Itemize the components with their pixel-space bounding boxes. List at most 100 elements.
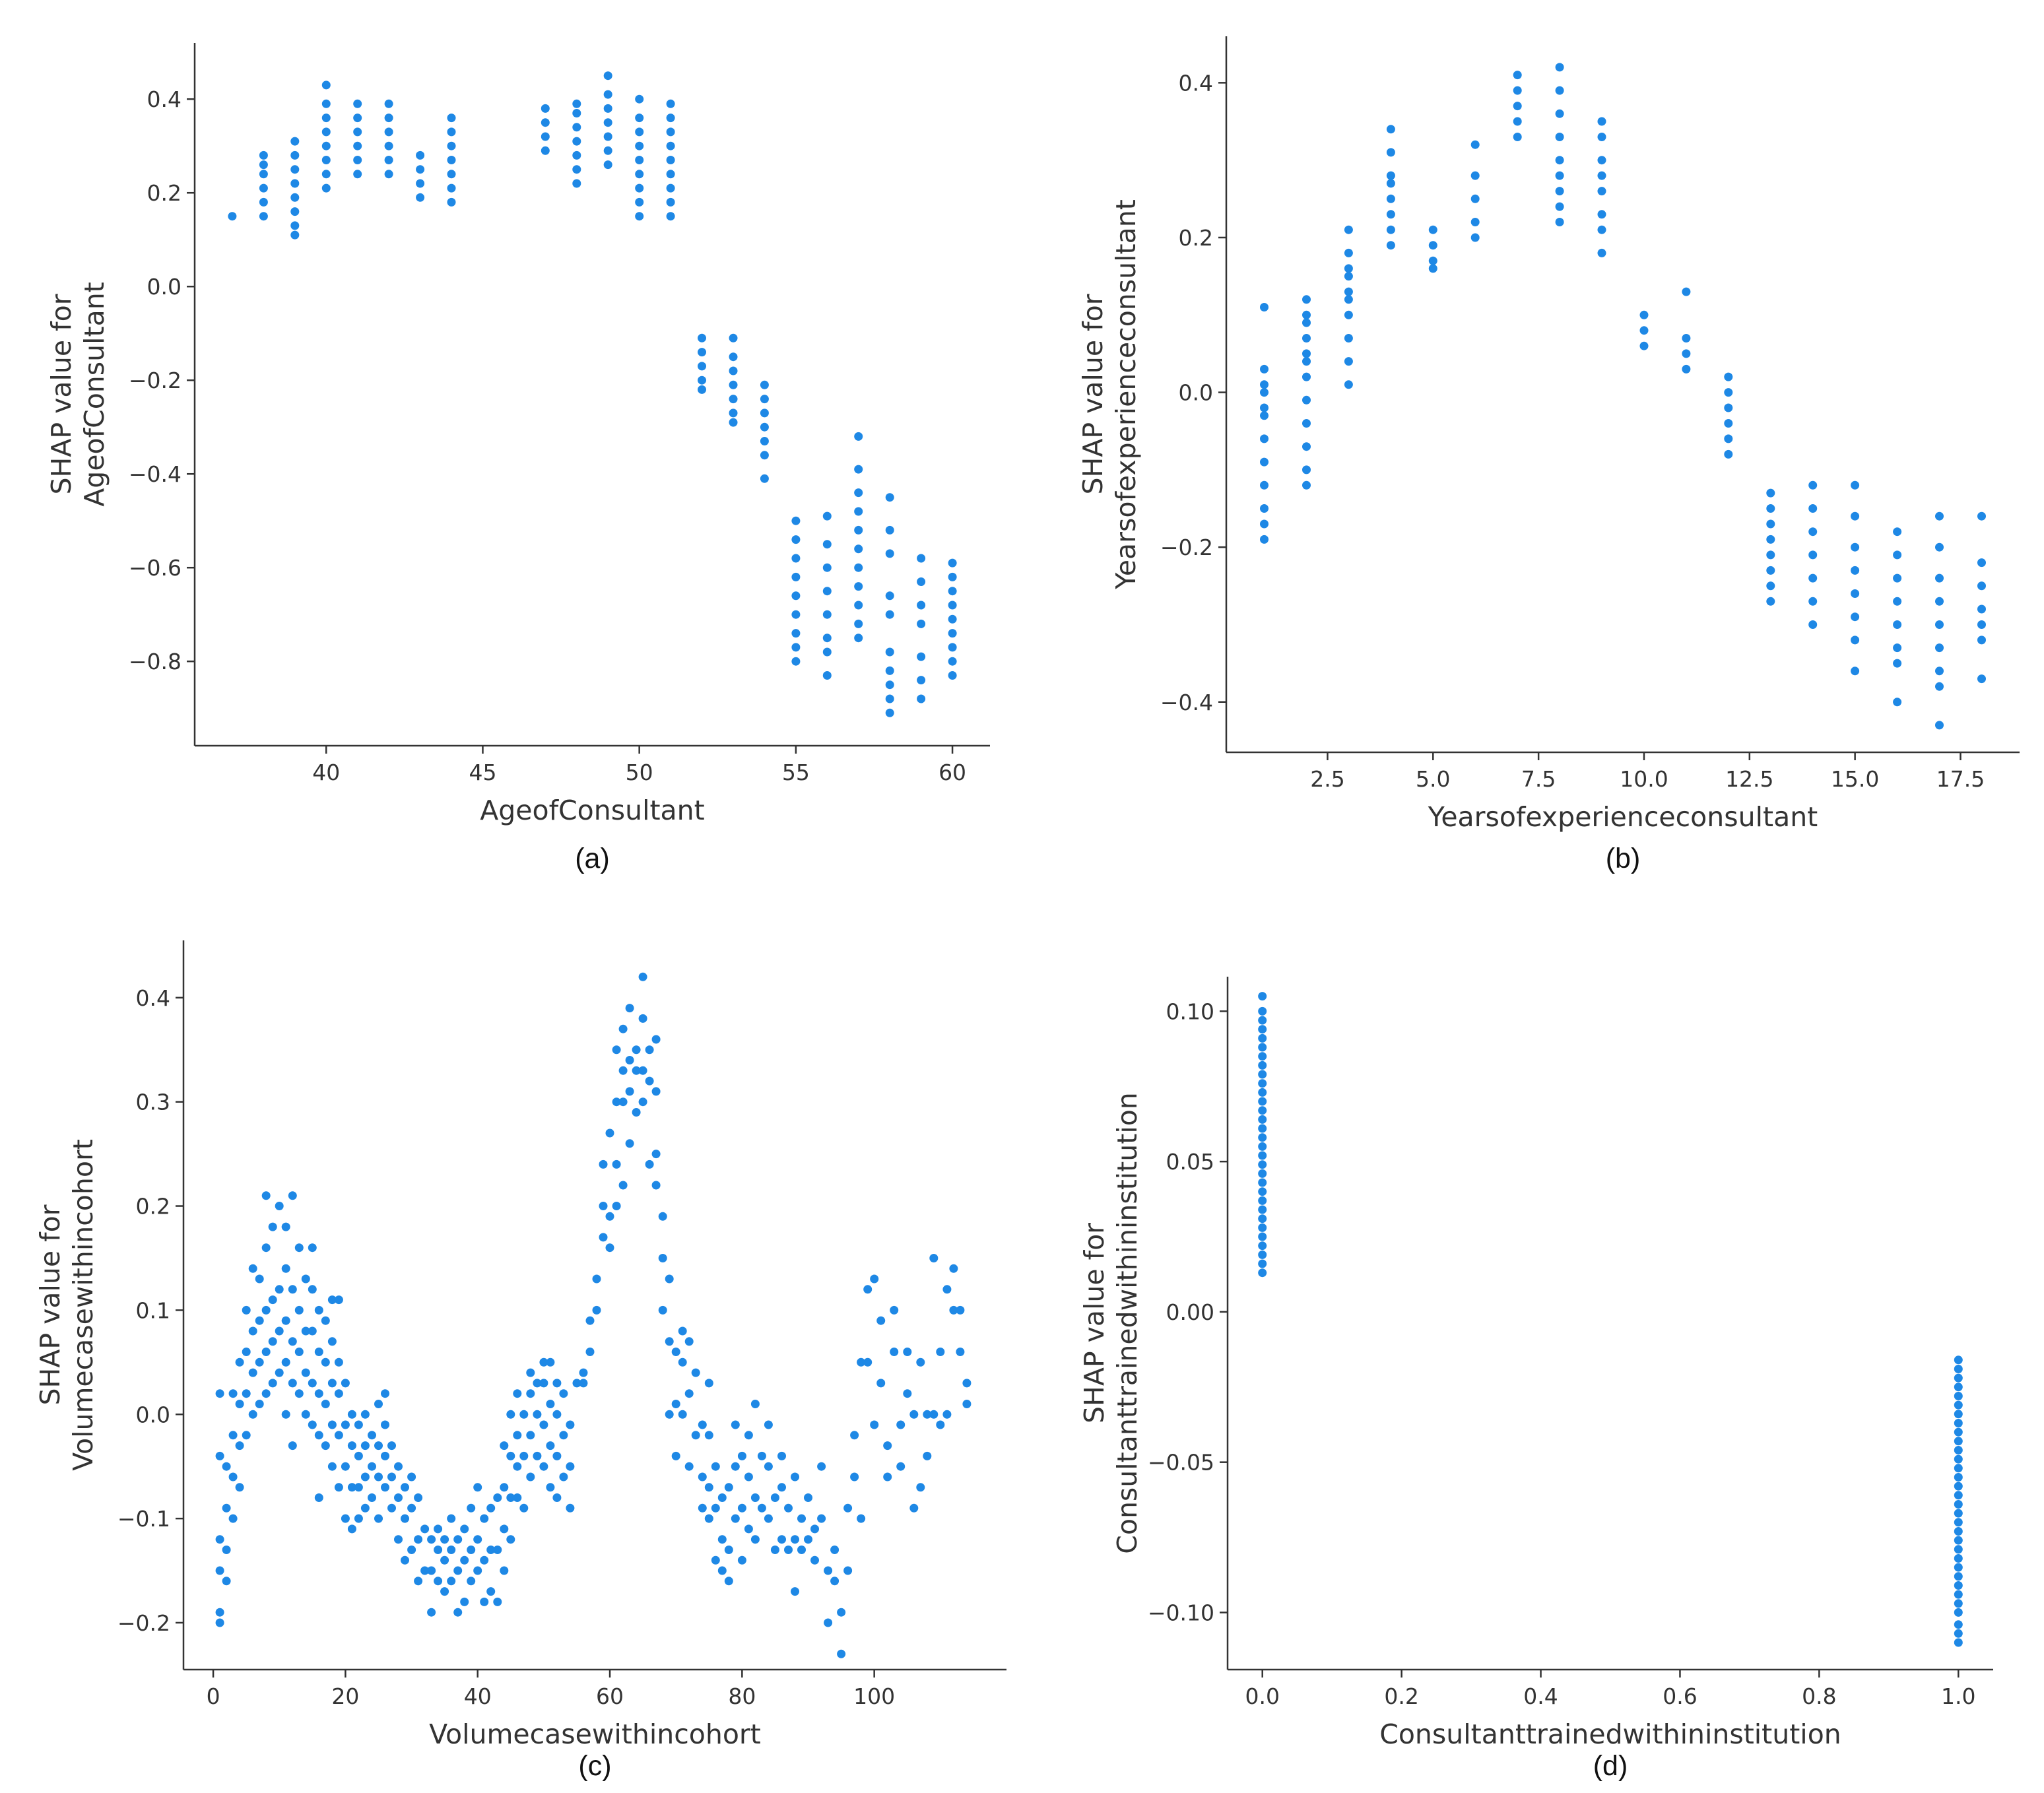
data-point [603, 146, 612, 155]
data-point [962, 1379, 972, 1388]
data-point [1555, 63, 1564, 72]
y-tick-label: 0.4 [147, 86, 181, 112]
data-point [698, 348, 706, 357]
data-point [248, 1326, 257, 1336]
data-point [259, 212, 268, 221]
data-point [294, 1389, 304, 1398]
data-point [354, 1514, 363, 1523]
data-point [843, 1566, 853, 1575]
data-point [850, 1431, 859, 1440]
data-point [948, 558, 957, 568]
data-point [942, 1285, 952, 1294]
data-point [936, 1420, 945, 1429]
data-point [717, 1493, 727, 1502]
data-point [1258, 1079, 1267, 1088]
data-point [341, 1420, 350, 1429]
y-tick-label: −0.6 [129, 555, 181, 581]
data-point [1954, 1365, 1963, 1373]
data-point [572, 179, 581, 188]
y-tick-label: −0.2 [1160, 535, 1213, 560]
data-point [666, 170, 675, 179]
data-point [1386, 210, 1395, 219]
data-point [1302, 295, 1311, 304]
data-point [885, 525, 894, 535]
data-point [513, 1493, 522, 1502]
data-point [1260, 411, 1269, 420]
data-point [572, 123, 581, 132]
y-axis-title-line: Consultanttrainedwithininstitution [1111, 1092, 1143, 1554]
data-point [275, 1202, 284, 1210]
data-point [500, 1483, 509, 1492]
data-point [917, 577, 926, 586]
data-point [290, 207, 300, 216]
data-point [1258, 1268, 1267, 1278]
data-point [215, 1618, 224, 1627]
data-point [948, 657, 957, 666]
y-tick-label: 0.4 [1179, 70, 1213, 96]
data-point [1977, 604, 1986, 614]
data-point [242, 1389, 251, 1398]
panel-c: 0 20 40 60 80 100 0.4 0.3 0.2 0.1 0.0 −0.1 −0.2 Volum… [34, 940, 1006, 1782]
data-point [453, 1608, 463, 1617]
data-point [605, 1243, 614, 1253]
data-point [603, 160, 612, 170]
data-point [1682, 287, 1691, 296]
data-point [268, 1379, 277, 1388]
data-point [592, 1305, 601, 1315]
data-point [467, 1577, 476, 1586]
data-point [632, 1108, 641, 1117]
data-point [321, 1441, 330, 1451]
data-point [777, 1535, 786, 1544]
data-point [308, 1326, 317, 1336]
data-point [248, 1264, 257, 1273]
data-point [635, 212, 644, 221]
data-point [1954, 1629, 1963, 1638]
data-point [804, 1535, 812, 1544]
data-point [837, 1608, 846, 1617]
data-point [948, 614, 957, 624]
data-point [632, 1066, 641, 1075]
data-point [314, 1348, 323, 1356]
data-point [678, 1326, 687, 1336]
data-point [929, 1254, 939, 1262]
data-point [1555, 133, 1564, 141]
data-point [1682, 349, 1691, 358]
data-point [473, 1483, 482, 1492]
data-point [506, 1535, 515, 1544]
y-tick-label: −0.8 [129, 649, 181, 674]
data-point [513, 1462, 522, 1471]
data-point [1954, 1464, 1963, 1473]
data-point [698, 1420, 707, 1429]
y-tick-label: 0.2 [147, 180, 181, 206]
data-point [923, 1451, 932, 1460]
data-point [666, 197, 675, 207]
data-point [1386, 125, 1395, 134]
data-point [1344, 225, 1353, 234]
data-point [1766, 581, 1775, 591]
data-point [658, 1305, 667, 1315]
data-point [651, 1150, 661, 1159]
data-point [1513, 117, 1522, 126]
data-point [559, 1389, 568, 1398]
data-point [1935, 511, 1944, 521]
data-point [1555, 218, 1564, 226]
data-point [704, 1431, 713, 1440]
data-point [321, 81, 331, 90]
data-point [384, 141, 393, 150]
data-point [334, 1431, 343, 1440]
data-point [559, 1472, 568, 1482]
data-point [857, 1357, 866, 1367]
data-point [341, 1462, 350, 1471]
data-point [760, 408, 769, 418]
data-point [592, 1274, 601, 1284]
data-point [546, 1441, 555, 1451]
data-point [334, 1389, 343, 1398]
data-point [407, 1546, 416, 1554]
data-point [1470, 233, 1480, 242]
data-point [215, 1535, 224, 1544]
data-point [599, 1233, 608, 1242]
data-point [381, 1483, 389, 1492]
data-point [603, 118, 612, 127]
data-point [354, 1483, 363, 1492]
data-point [791, 591, 801, 601]
